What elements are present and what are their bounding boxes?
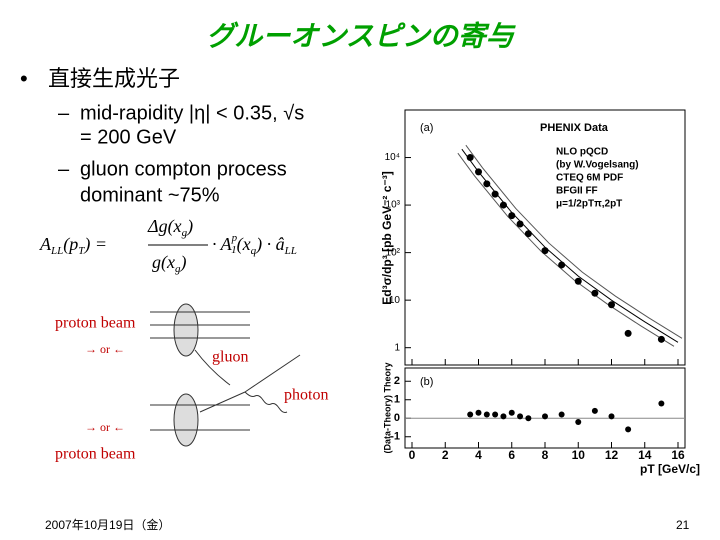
residual-point	[608, 413, 615, 420]
dash: –	[58, 102, 70, 124]
legend-entry: CTEQ 6M PDF	[556, 173, 623, 184]
x-tick-label: 14	[638, 448, 652, 462]
y-tick-label: 1	[394, 342, 400, 353]
legend-entry: μ=1/2pTπ,2pT	[556, 199, 622, 210]
formula-part: g(xg)	[152, 252, 186, 274]
proton-blob	[173, 393, 199, 447]
data-point	[524, 230, 532, 238]
y-label: (Data-Theory) Theory	[382, 362, 392, 453]
proton-blob	[173, 303, 199, 357]
label: → or ←	[85, 420, 125, 434]
formula: ALL(pT) = Δg(xg) g(xg) · Ap 1(xq) · âLL	[39, 216, 297, 274]
theory-band	[457, 152, 675, 347]
residual-point	[625, 426, 632, 433]
page-number: 21	[676, 518, 690, 532]
residual-point	[558, 411, 565, 418]
y-label: Ed³σ/dp³ [pb GeV⁻² c⁻³]	[380, 171, 394, 305]
legend-entry: (by W.Vogelsang)	[556, 160, 639, 171]
diagram-labels: proton beam → or ← gluon photon → or ← p…	[55, 315, 328, 463]
residual-point	[492, 411, 499, 418]
residual-point	[542, 413, 548, 420]
residual-point	[525, 415, 532, 422]
residual-point	[517, 413, 524, 420]
panel-label: (a)	[420, 122, 433, 134]
label: photon	[284, 387, 328, 404]
data-point	[466, 154, 474, 162]
y-tick-label: -1	[390, 431, 400, 443]
x-label: pT [GeV/c]	[640, 462, 700, 476]
x-tick-label: 0	[409, 448, 416, 462]
sub-bullet: = 200 GeV	[80, 126, 177, 148]
y-tick-label: 10	[389, 295, 401, 306]
y-tick-label: 10³	[386, 200, 401, 211]
data-point	[491, 190, 499, 198]
label: gluon	[212, 349, 248, 366]
legend-entry: BFGII FF	[556, 186, 598, 197]
bullet-dot: •	[20, 66, 28, 91]
data-point	[591, 289, 599, 297]
figure: (a) (b) PHENIX Data Ed³σ/dp³ [pb GeV⁻² c…	[380, 109, 700, 476]
footer-date: 2007年10月19日（金）	[45, 517, 170, 532]
slide-title: グルーオンスピンの寄与	[206, 20, 516, 51]
x-tick-label: 6	[508, 448, 515, 462]
y-tick-label: 0	[394, 412, 400, 424]
figure-header: PHENIX Data	[540, 122, 609, 134]
residual-point	[483, 411, 490, 418]
residual-point	[500, 413, 507, 420]
legend-entry: NLO pQCD	[556, 147, 608, 158]
sub-bullet: gluon compton process	[80, 158, 287, 180]
data-point	[508, 212, 516, 220]
x-tick-label: 12	[605, 448, 619, 462]
y-tick-label: 10⁴	[385, 152, 400, 163]
feynman-diagram	[150, 303, 301, 447]
x-tick-label: 2	[442, 448, 449, 462]
label: proton beam	[55, 315, 136, 332]
residual-point	[475, 409, 482, 416]
photon-line	[244, 391, 288, 413]
data-point	[657, 335, 665, 343]
quark-line	[199, 391, 246, 413]
x-tick-label: 10	[572, 448, 586, 462]
y-tick-label: 2	[394, 375, 400, 387]
theory-band	[465, 144, 683, 339]
x-tick-label: 8	[542, 448, 549, 462]
frame	[404, 367, 686, 449]
dash: –	[58, 158, 70, 180]
label: proton beam	[55, 446, 136, 463]
quark-line	[244, 354, 301, 393]
panel-label: (b)	[420, 376, 433, 388]
gluon-line	[194, 349, 231, 386]
data-point	[624, 329, 632, 337]
bullet: 直接生成光子	[48, 66, 180, 91]
data-point	[499, 201, 507, 209]
y-tick-label: 10²	[386, 247, 401, 258]
residual-point	[575, 418, 582, 425]
formula-part: · Ap 1(xq) · âLL	[212, 232, 297, 257]
data-point	[558, 261, 566, 269]
data-point	[516, 220, 524, 228]
formula-part: Δg(xg)	[147, 216, 193, 238]
label: → or ←	[85, 342, 125, 356]
data-point	[541, 247, 549, 255]
sub-bullet: dominant ~75%	[80, 184, 220, 206]
residual-point	[508, 409, 515, 416]
y-tick-label: 1	[394, 394, 400, 406]
data-point	[608, 301, 615, 309]
x-tick-label: 4	[475, 448, 482, 462]
x-tick-label: 16	[671, 448, 685, 462]
data-point	[574, 277, 582, 285]
residual-point	[591, 407, 598, 414]
data-point	[483, 180, 491, 188]
data-point	[475, 168, 482, 176]
formula-part: ALL(pT) =	[39, 234, 107, 256]
residual-point	[467, 411, 474, 418]
sub-bullet: mid-rapidity |η| < 0.35, √s	[80, 102, 304, 124]
residual-point	[658, 400, 665, 407]
